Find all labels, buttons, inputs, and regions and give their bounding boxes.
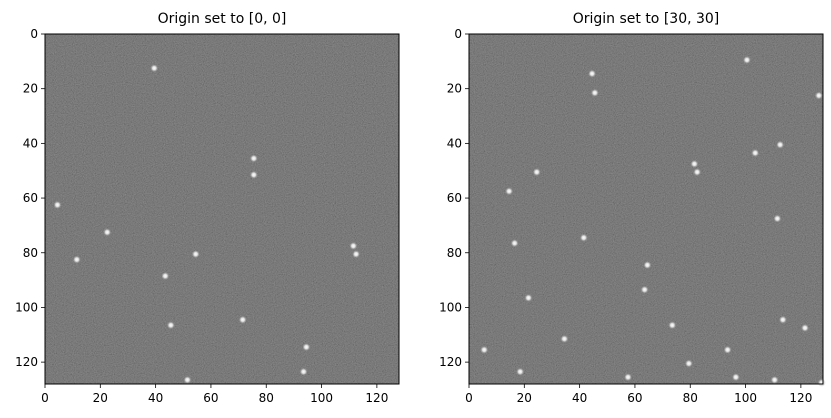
left-bright-spot	[249, 170, 258, 179]
left-y-tick-label: 0	[30, 27, 38, 41]
left-image-panel: Origin set to [0, 0] 0 20 40 60 80 100 120 0 20 4…	[15, 11, 400, 405]
left-bright-spot	[349, 241, 358, 250]
right-bright-spot	[684, 359, 693, 368]
right-bright-spot	[668, 321, 677, 330]
right-bright-spot	[560, 334, 569, 343]
left-x-tick-label: 40	[148, 391, 163, 405]
left-y-tick-label: 40	[23, 136, 38, 150]
right-bright-spot	[776, 140, 785, 149]
left-bright-spot	[299, 367, 308, 376]
left-x-tick-label: 120	[365, 391, 388, 405]
right-bright-spot	[532, 168, 541, 177]
right-y-tick-label: 120	[439, 355, 462, 369]
right-x-tick-label: 20	[517, 391, 532, 405]
left-panel-title: Origin set to [0, 0]	[158, 11, 287, 27]
left-x-tick-label: 60	[203, 391, 218, 405]
right-y-tick-label: 0	[454, 27, 462, 41]
right-bright-spot	[742, 55, 751, 64]
right-bright-spot	[693, 168, 702, 177]
left-axes-frame	[44, 33, 400, 385]
right-panel-title: Origin set to [30, 30]	[573, 11, 720, 27]
right-bright-spot	[778, 315, 787, 324]
right-x-tick-label: 40	[572, 391, 587, 405]
right-bright-spot	[640, 285, 649, 294]
right-x-tick-label: 0	[465, 391, 473, 405]
left-x-tick-label: 0	[41, 391, 49, 405]
right-bright-spot	[624, 373, 633, 382]
right-bright-spot	[505, 187, 514, 196]
right-bright-spot	[814, 91, 823, 100]
left-x-tick-label: 20	[93, 391, 108, 405]
left-bright-spot	[302, 343, 311, 352]
left-bright-spot	[103, 228, 112, 237]
right-bright-spot	[770, 375, 779, 384]
left-x-tick-label: 80	[259, 391, 274, 405]
right-bright-spot	[751, 148, 760, 157]
right-x-tick-label: 100	[734, 391, 757, 405]
right-y-tick-label: 20	[447, 82, 462, 96]
left-bright-spot	[191, 250, 200, 259]
right-y-tick-label: 100	[439, 300, 462, 314]
right-bright-spot	[516, 367, 525, 376]
left-bright-spot	[166, 321, 175, 330]
right-image-noise	[469, 34, 823, 384]
right-x-tick-label: 60	[627, 391, 642, 405]
right-bright-spot	[643, 261, 652, 270]
right-y-tick-label: 60	[447, 191, 462, 205]
left-bright-spot	[161, 271, 170, 280]
right-bright-spot	[690, 159, 699, 168]
left-bright-spot	[72, 255, 81, 264]
right-y-tick-label: 80	[447, 246, 462, 260]
left-bright-spot	[150, 64, 159, 73]
left-bright-spot	[238, 315, 247, 324]
left-y-tick-label: 120	[15, 355, 38, 369]
right-bright-spot	[524, 293, 533, 302]
right-bright-spot	[817, 378, 826, 387]
left-bright-spot	[183, 375, 192, 384]
right-image-panel: Origin set to [30, 30] 0 20 40 60 80 100 120 0 2…	[439, 11, 826, 405]
right-bright-spot	[480, 345, 489, 354]
right-bright-spot	[731, 373, 740, 382]
right-axes-frame	[468, 33, 824, 385]
left-y-tick-label: 100	[15, 300, 38, 314]
right-bright-spot	[588, 69, 597, 78]
right-bright-spot	[510, 239, 519, 248]
left-bright-spot	[53, 200, 62, 209]
right-bright-spot	[723, 345, 732, 354]
left-x-tick-label: 100	[310, 391, 333, 405]
right-x-tick-label: 80	[683, 391, 698, 405]
right-bright-spot	[773, 214, 782, 223]
right-bright-spot	[590, 88, 599, 97]
left-bright-spot	[352, 250, 361, 259]
left-y-tick-label: 20	[23, 82, 38, 96]
left-y-tick-label: 60	[23, 191, 38, 205]
right-x-tick-label: 120	[789, 391, 812, 405]
right-y-tick-label: 40	[447, 136, 462, 150]
left-image-noise	[45, 34, 399, 384]
right-bright-spot	[801, 323, 810, 332]
right-bright-spot	[579, 233, 588, 242]
left-y-tick-label: 80	[23, 246, 38, 260]
left-bright-spot	[249, 154, 258, 163]
